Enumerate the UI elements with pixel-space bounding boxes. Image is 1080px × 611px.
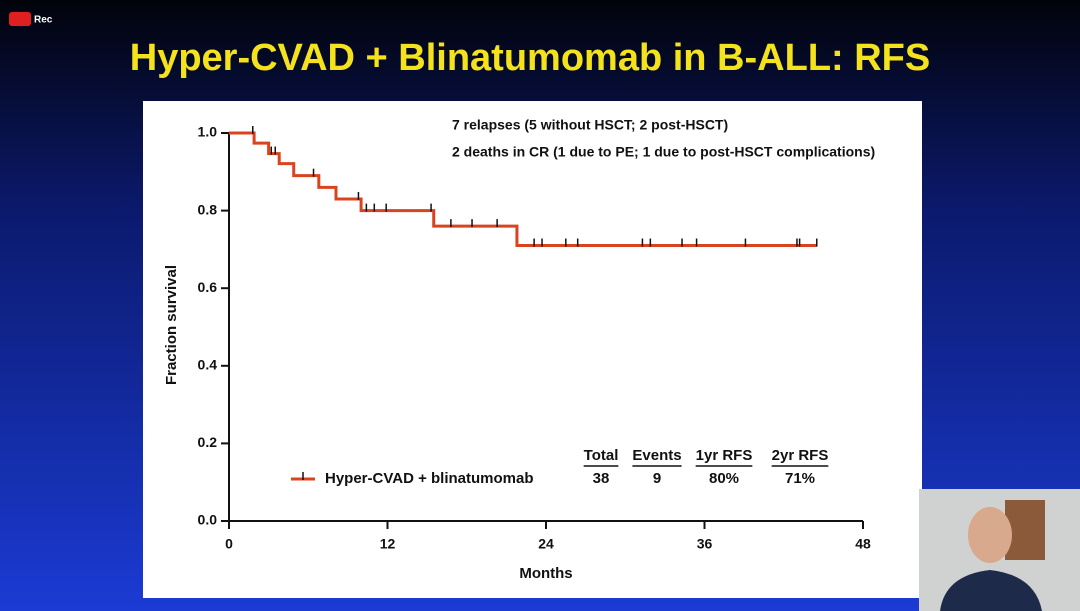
y-tick-label: 0.2 xyxy=(198,434,218,450)
table-cell: 71% xyxy=(785,470,815,487)
table-cell: 38 xyxy=(593,470,610,487)
x-tick-label: 36 xyxy=(697,536,713,552)
y-tick-label: 0.0 xyxy=(198,512,218,528)
rec-label: Rec xyxy=(34,15,53,26)
y-tick-label: 0.4 xyxy=(198,357,218,373)
annotation: 7 relapses (5 without HSCT; 2 post-HSCT) xyxy=(452,117,728,133)
webcam-person-head xyxy=(968,507,1012,563)
legend-label: Hyper-CVAD + blinatumomab xyxy=(325,470,534,487)
webcam-person-body xyxy=(940,570,1042,611)
table-cell: 80% xyxy=(709,470,739,487)
webcam xyxy=(919,489,1080,611)
webcam-background-object xyxy=(1005,500,1045,560)
y-tick-label: 0.8 xyxy=(198,201,218,217)
survival-curve xyxy=(229,131,817,248)
y-tick-label: 1.0 xyxy=(198,124,218,140)
y-axis-label: Fraction survival xyxy=(163,265,180,385)
table-header: Events xyxy=(632,447,681,464)
table-header: 2yr RFS xyxy=(772,447,829,464)
table-header: 1yr RFS xyxy=(696,447,753,464)
chart-panel xyxy=(143,101,922,598)
table-cell: 9 xyxy=(653,470,661,487)
slide-title: Hyper-CVAD + Blinatumomab in B-ALL: RFS xyxy=(130,37,931,79)
table-header: Total xyxy=(584,447,619,464)
x-tick-label: 0 xyxy=(225,536,233,552)
y-tick-label: 0.6 xyxy=(198,279,218,295)
x-tick-label: 48 xyxy=(855,536,871,552)
x-tick-label: 24 xyxy=(538,536,554,552)
rec-icon xyxy=(9,12,31,26)
x-tick-label: 12 xyxy=(380,536,396,552)
annotation: 2 deaths in CR (1 due to PE; 1 due to po… xyxy=(452,144,875,160)
x-axis-label: Months xyxy=(519,565,572,582)
